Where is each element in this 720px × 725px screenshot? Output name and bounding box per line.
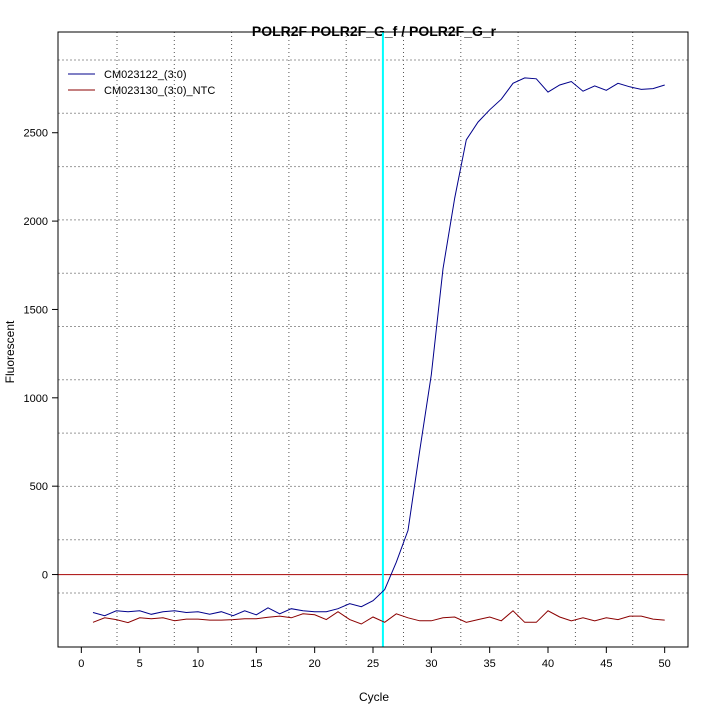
x-tick-label: 40 (542, 658, 554, 670)
legend-label-1: CM023122_(3:0) (104, 69, 187, 81)
x-axis-label: Cycle (359, 690, 389, 704)
y-tick-label: 2000 (24, 216, 48, 228)
x-tick-label: 15 (250, 658, 262, 670)
series-line-1 (92, 77, 665, 617)
x-tick-label: 0 (78, 658, 84, 670)
y-tick-label: 1000 (24, 393, 48, 405)
y-tick-label: 500 (30, 481, 48, 493)
plot-marks (58, 32, 688, 647)
plot-frame (57, 31, 689, 648)
legend-label-2: CM023130_(3:0)_NTC (104, 85, 215, 97)
series-line-2 (92, 610, 665, 625)
chart-title: POLR2F POLR2F_G_f / POLR2F_G_r (252, 23, 497, 39)
x-tick-label: 35 (484, 658, 496, 670)
x-tick-label: 45 (600, 658, 612, 670)
x-tick-label: 10 (192, 658, 204, 670)
y-axis-label: Fluorescent (3, 320, 17, 383)
y-tick-label: 0 (42, 570, 48, 582)
legend: CM023122_(3:0) CM023130_(3:0)_NTC (68, 69, 215, 97)
x-tick-label: 20 (309, 658, 321, 670)
x-tick-label: 50 (659, 658, 671, 670)
x-tick-label: 5 (137, 658, 143, 670)
grid (58, 32, 688, 647)
y-tick-label: 2500 (24, 128, 48, 140)
y-tick-label: 1500 (24, 304, 48, 316)
x-tick-label: 30 (425, 658, 437, 670)
x-tick-label: 25 (367, 658, 379, 670)
